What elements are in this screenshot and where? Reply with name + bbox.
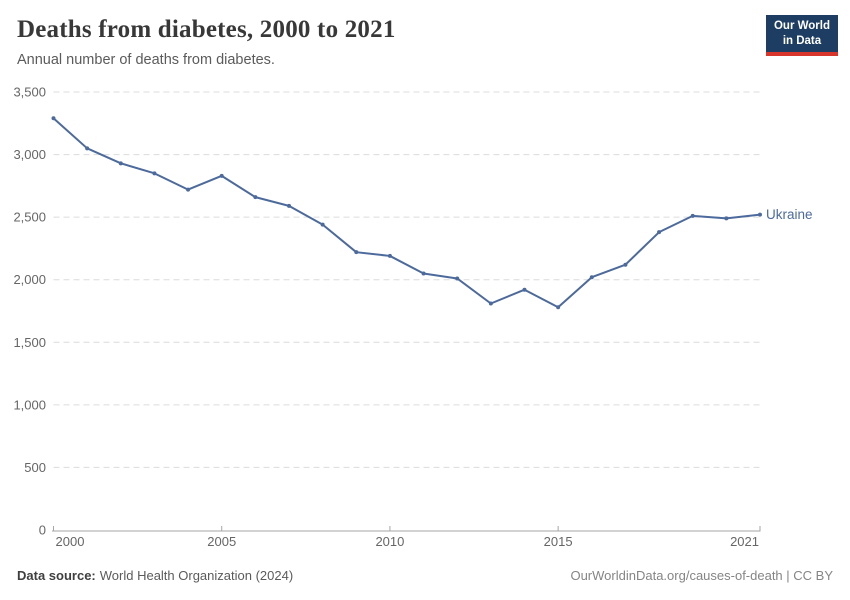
data-point-2020[interactable]	[724, 216, 729, 221]
data-point-2003[interactable]	[152, 171, 157, 176]
data-point-2005[interactable]	[219, 173, 224, 178]
y-tick-label: 3,000	[13, 147, 46, 162]
data-point-2016[interactable]	[589, 275, 594, 280]
y-tick-label: 0	[39, 523, 46, 538]
data-source-text: World Health Organization (2024)	[99, 568, 294, 583]
x-tick-label: 2000	[56, 534, 85, 549]
y-tick-label: 3,500	[13, 85, 46, 100]
data-point-2018[interactable]	[657, 230, 662, 235]
logo-line-1: Our World	[773, 20, 830, 32]
x-tick-label: 2010	[375, 534, 404, 549]
x-tick-label: 2021	[730, 534, 759, 549]
x-tick-label: 2015	[544, 534, 573, 549]
y-tick-label: 1,500	[13, 335, 46, 350]
data-point-2006[interactable]	[253, 195, 258, 200]
data-point-2008[interactable]	[320, 222, 325, 227]
x-tick-label: 2005	[207, 534, 236, 549]
license-link[interactable]: OurWorldinData.org/causes-of-death | CC …	[570, 568, 833, 583]
logo-line-2: in Data	[782, 34, 822, 47]
data-point-2001[interactable]	[85, 146, 90, 151]
data-point-2000[interactable]	[51, 116, 56, 121]
data-point-2015[interactable]	[556, 305, 561, 310]
page-title: Deaths from diabetes, 2000 to 2021	[17, 16, 396, 43]
data-point-2017[interactable]	[623, 262, 628, 267]
data-source-label: Data source:	[17, 568, 96, 583]
data-point-2019[interactable]	[690, 213, 695, 218]
chart-footer: Data source: World Health Organization (2…	[17, 568, 833, 583]
owid-logo[interactable]: Our World in Data	[765, 15, 838, 56]
entity-label-ukraine[interactable]: Ukraine	[766, 207, 813, 222]
ukraine-line	[52, 117, 761, 309]
data-point-2007[interactable]	[287, 203, 291, 208]
data-point-2013[interactable]	[488, 301, 493, 306]
data-point-2010[interactable]	[387, 253, 392, 258]
y-tick-label: 2,000	[13, 272, 46, 287]
y-tick-label: 2,500	[13, 210, 46, 225]
data-point-2011[interactable]	[421, 271, 426, 276]
data-point-2021[interactable]	[758, 212, 762, 217]
y-tick-label: 500	[24, 460, 46, 475]
data-point-2009[interactable]	[354, 250, 359, 255]
chart-subtitle: Annual number of deaths from diabetes.	[17, 52, 275, 68]
data-point-2012[interactable]	[455, 276, 460, 281]
data-point-2004[interactable]	[186, 187, 191, 192]
data-source: Data source: World Health Organization (2…	[17, 568, 293, 583]
data-point-2002[interactable]	[118, 161, 123, 166]
data-point-2014[interactable]	[522, 287, 527, 292]
y-tick-label: 1,000	[13, 397, 46, 412]
